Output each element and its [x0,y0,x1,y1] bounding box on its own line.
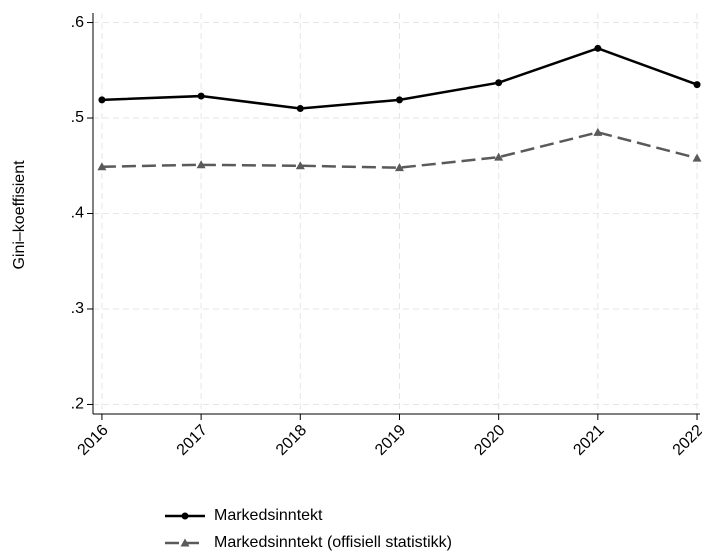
x-tick-label: 2020 [471,422,508,459]
y-tick-label: .3 [71,300,84,317]
y-tick-label: .2 [71,396,84,413]
point [394,163,404,172]
x-tick-label: 2022 [670,422,702,459]
y-tick-label: .6 [71,14,84,31]
point [296,104,304,112]
y-tick-label: .5 [71,109,84,126]
legend-label: Markedsinntekt [214,507,323,524]
point [495,79,503,87]
point [97,162,107,171]
point [196,160,206,169]
point [197,92,205,100]
point [693,81,701,89]
legend-label: Markedsinntekt (offisiell statistikk) [214,534,452,551]
y-tick-label: .4 [71,205,84,222]
x-tick-label: 2019 [372,422,409,459]
y-axis-label: Gini–koeffisient [11,160,28,270]
legend-marker [181,512,189,520]
point [295,161,305,170]
point [395,96,403,104]
point [494,152,504,161]
x-tick-label: 2018 [273,422,310,459]
x-tick-label: 2016 [75,422,112,459]
point [692,153,702,162]
point [593,127,603,136]
x-tick-label: 2017 [174,422,211,459]
x-tick-label: 2021 [570,422,607,459]
point [98,96,106,104]
point [594,44,602,52]
legend-marker [180,538,190,547]
